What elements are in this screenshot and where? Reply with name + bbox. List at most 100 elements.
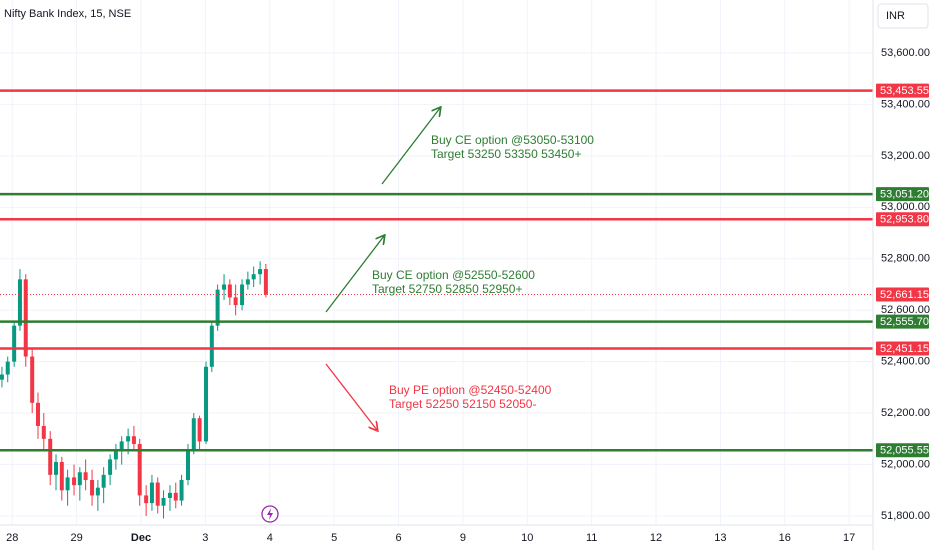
candle-body <box>137 443 142 496</box>
candle-body <box>185 449 190 480</box>
candle-body <box>197 418 202 442</box>
x-tick-label: 9 <box>460 532 466 544</box>
candle-body <box>251 274 256 280</box>
candle-body <box>240 284 245 306</box>
candle-body <box>144 495 149 504</box>
y-tick-label: 51,800.00 <box>881 510 930 522</box>
annotation-text: Buy CE option @53050-53100 <box>431 133 594 147</box>
x-tick-label: 17 <box>843 532 855 544</box>
candle-body <box>222 284 227 290</box>
x-tick-label: 5 <box>331 532 337 544</box>
y-tick-label: 53,400.00 <box>881 98 930 110</box>
candle-body <box>48 438 53 475</box>
candle-body <box>191 418 196 450</box>
y-tick-label: 52,000.00 <box>881 458 930 470</box>
candle-body <box>35 402 40 426</box>
y-tick-label: 53,000.00 <box>881 201 930 213</box>
candle-body <box>72 477 77 486</box>
candle-body <box>77 472 82 486</box>
y-tick-label: 52,200.00 <box>881 407 930 419</box>
x-tick-label: 28 <box>6 532 18 544</box>
annotation-text: Target 52750 52850 52950+ <box>372 282 522 296</box>
x-tick-label: 16 <box>779 532 791 544</box>
x-tick-label: 10 <box>521 532 533 544</box>
annotation-text: Target 53250 53350 53450+ <box>431 147 581 161</box>
candle-body <box>83 472 88 480</box>
candle-body <box>108 459 113 475</box>
arrow <box>325 236 384 313</box>
candle-body <box>119 441 124 450</box>
x-tick-label: 11 <box>586 532 597 544</box>
event-bolt <box>267 508 273 520</box>
price-level-tag <box>876 83 929 98</box>
axes: 51,800.00 52,000.00 52,200.00 52,400.00 52,6… <box>6 47 930 544</box>
y-tick-label: 53,600.00 <box>881 47 930 59</box>
candle-body <box>95 487 100 496</box>
y-tick-label: 53,200.00 <box>881 150 930 162</box>
candle-body <box>161 497 166 506</box>
arrow <box>381 108 440 185</box>
x-tick-label: 3 <box>202 532 208 544</box>
x-tick-label: 4 <box>267 532 273 544</box>
candle-body <box>90 479 95 496</box>
candle-body <box>245 279 250 285</box>
price-level-label: 53,051.20 <box>880 189 929 201</box>
price-level-label: 52,451.15 <box>880 343 929 355</box>
currency-box[interactable] <box>877 3 929 29</box>
candle-body <box>12 325 17 362</box>
price-level-tag <box>876 341 929 356</box>
price-level-label: 52,555.70 <box>880 316 929 328</box>
arrow <box>325 363 377 430</box>
candle-body <box>263 269 268 295</box>
price-level-label: 52,055.55 <box>880 445 929 457</box>
candle-body <box>149 482 154 504</box>
chart-title: Nifty Bank Index, 15, NSE <box>4 8 131 20</box>
annotation-text: Buy PE option @52450-52400 <box>389 383 552 397</box>
plot <box>0 89 873 519</box>
price-level-tag <box>876 187 929 202</box>
candle-body <box>204 366 209 442</box>
price-level-tag <box>876 314 929 329</box>
candle-body <box>113 449 118 460</box>
candle-body <box>173 492 178 501</box>
candle-body <box>126 436 131 442</box>
price-level-tag <box>876 443 929 458</box>
y-tick-label: 52,800.00 <box>881 253 930 265</box>
price-level-label: 53,453.55 <box>880 85 929 97</box>
x-tick-label: Dec <box>131 532 151 544</box>
x-tick-label: 6 <box>395 532 401 544</box>
grid <box>0 0 873 525</box>
candle-body <box>209 325 214 367</box>
candle-body <box>59 461 64 491</box>
candle-body <box>215 289 220 326</box>
candle-body <box>23 279 28 357</box>
candle-body <box>258 269 263 275</box>
annotation-text: Buy CE option @52550-52600 <box>372 268 535 282</box>
candle-body <box>5 361 10 375</box>
candle-body <box>54 461 59 475</box>
candle-body <box>41 425 46 439</box>
price-level-tag <box>876 212 929 227</box>
currency: INR <box>886 10 905 22</box>
candle-body <box>17 279 22 326</box>
candle-body <box>155 482 160 506</box>
y-tick-label: 52,600.00 <box>881 304 930 316</box>
candle-body <box>227 284 232 298</box>
last-price-tag <box>876 287 929 302</box>
candle-body <box>131 436 136 444</box>
candle-body <box>30 356 35 403</box>
candle-body <box>167 492 172 498</box>
y-tick-label: 52,400.00 <box>881 356 930 368</box>
candle-body <box>101 474 106 488</box>
last-price-label: 52,661.15 <box>880 289 929 301</box>
candle-body <box>233 297 238 306</box>
candle-body <box>179 479 184 501</box>
x-tick-label: 29 <box>70 532 82 544</box>
price-level-label: 52,953.80 <box>880 214 929 226</box>
x-tick-label: 13 <box>714 532 726 544</box>
annotation-text: Target 52250 52150 52050- <box>389 397 536 411</box>
candle-body <box>65 477 70 491</box>
x-tick-label: 12 <box>650 532 662 544</box>
candle-body <box>0 374 4 380</box>
